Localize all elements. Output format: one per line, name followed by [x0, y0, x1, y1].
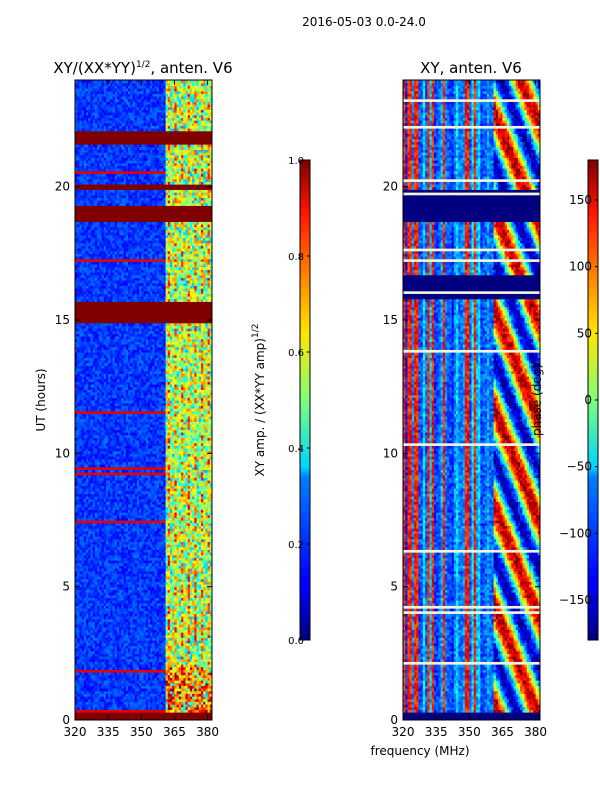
- right-ytick-label: 5: [390, 580, 398, 594]
- right-colorbar-tick-label: −150: [559, 593, 592, 607]
- left-colorbar: 0.0 0.2 0.4 0.6 0.8 1.0 XY amp. / (XX*YY amp)…: [251, 156, 311, 647]
- right-panel-title: XY, anten. V6: [420, 59, 522, 77]
- right-ytick-label: 10: [383, 446, 398, 460]
- right-colorbar: −150 −100 −50 0 50 100 150 phase (deg): [530, 159, 599, 641]
- left-colorbar-tick-label: 0.2: [288, 540, 304, 551]
- left-xtick-label: 335: [97, 725, 120, 739]
- left-plot-frame: [74, 79, 213, 721]
- left-colorbar-tick-label: 1.0: [288, 156, 304, 167]
- left-xtick-label: 380: [196, 725, 219, 739]
- left-colorbar-tick-label: 0.4: [288, 444, 304, 455]
- left-heatmap-image: [75, 80, 212, 720]
- right-xtick-label: 335: [425, 725, 448, 739]
- left-ytick-label: 5: [62, 580, 70, 594]
- shared-xlabel: frequency (MHz): [370, 744, 469, 758]
- right-xtick-label: 380: [524, 725, 547, 739]
- left-colorbar-tick-label: 0.6: [288, 348, 304, 359]
- right-plot-frame: [402, 79, 541, 721]
- left-colorbar-tick-label: 0.8: [288, 252, 304, 263]
- left-colorbar-tick-label: 0.0: [288, 636, 304, 647]
- right-heatmap-panel: XY, anten. V6 320 335 350 365 380 0 5 10 15 20: [383, 59, 547, 739]
- left-heatmap-panel: XY/(XX*YY)1/2, anten. V6 320 335 350 365 380…: [34, 59, 233, 739]
- left-axis-ticks: 320 335 350 365 380 0 5 10 15 20: [55, 80, 219, 739]
- right-heatmap-image: [403, 80, 540, 720]
- left-xtick-label: 320: [64, 725, 87, 739]
- right-xtick-label: 320: [392, 725, 415, 739]
- right-colorbar-tick-label: 100: [569, 260, 592, 274]
- left-ylabel: UT (hours): [34, 368, 48, 431]
- right-colorbar-tick-label: 50: [577, 326, 592, 340]
- right-colorbar-tick-label: 0: [584, 393, 592, 407]
- left-panel-title: XY/(XX*YY)1/2, anten. V6: [53, 59, 232, 77]
- left-colorbar-label: XY amp. / (XX*YY amp)1/2: [251, 324, 267, 477]
- right-colorbar-tick-label: −100: [559, 526, 592, 540]
- left-xtick-label: 365: [163, 725, 186, 739]
- right-colorbar-tick-label: −50: [567, 460, 592, 474]
- figure-supertitle: 2016-05-03 0.0-24.0: [302, 15, 426, 29]
- left-ytick-label: 20: [55, 180, 70, 194]
- left-title-exponent: 1/2: [136, 60, 150, 70]
- left-xtick-label: 350: [130, 725, 153, 739]
- right-ytick-label: 15: [383, 313, 398, 327]
- left-ytick-label: 10: [55, 446, 70, 460]
- right-colorbar-label: phase (deg): [530, 364, 544, 436]
- right-xtick-label: 365: [491, 725, 514, 739]
- right-axis-ticks: 320 335 350 365 380 0 5 10 15 20: [383, 80, 547, 739]
- right-ytick-label: 0: [390, 713, 398, 727]
- right-xtick-label: 350: [458, 725, 481, 739]
- left-ytick-label: 0: [62, 713, 70, 727]
- left-colorbar-gradient: [299, 159, 311, 641]
- left-colorbar-label-exponent: 1/2: [251, 324, 261, 338]
- right-ytick-label: 20: [383, 180, 398, 194]
- left-ytick-label: 15: [55, 313, 70, 327]
- right-colorbar-ticks: −150 −100 −50 0 50 100 150: [559, 193, 598, 607]
- left-colorbar-ticks: 0.0 0.2 0.4 0.6 0.8 1.0: [288, 156, 310, 647]
- right-colorbar-tick-label: 150: [569, 193, 592, 207]
